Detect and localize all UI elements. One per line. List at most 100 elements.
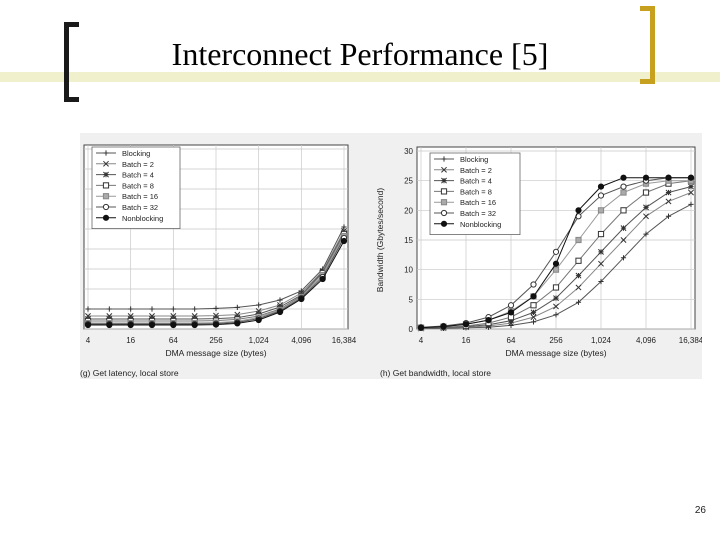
latency-caption: (g) Get latency, local store: [80, 368, 179, 378]
bandwidth-data-point: [507, 302, 515, 309]
page-number: 26: [694, 505, 706, 516]
latency-legend-label: Batch = 16: [122, 192, 158, 201]
latency-legend-label: Batch = 8: [122, 181, 154, 190]
bandwidth-data-point: [643, 231, 649, 237]
bandwidth-legend-marker: [441, 166, 447, 173]
bandwidth-data-point: [665, 189, 672, 196]
bandwidth-data-point: [687, 174, 695, 181]
bandwidth-data-point: [485, 317, 492, 324]
bandwidth-legend-marker: [441, 177, 447, 184]
bandwidth-data-point: [417, 324, 425, 331]
latency-legend-marker: [103, 171, 109, 178]
latency-legend-marker: [103, 160, 109, 167]
bandwidth-data-point: [553, 295, 559, 302]
latency-data-point: [128, 306, 134, 312]
charts-svg: 0100200300400500600700800900416642561,02…: [80, 133, 702, 379]
bandwidth-legend-label: Batch = 4: [460, 177, 492, 186]
bandwidth-x-axis-label: DMA message size (bytes): [505, 348, 606, 358]
bandwidth-data-point: [597, 207, 605, 214]
bandwidth-data-point: [575, 272, 582, 279]
slide-title: Interconnect Performance [5]: [171, 36, 549, 72]
bandwidth-data-point: [665, 174, 672, 181]
bandwidth-data-point: [688, 183, 694, 190]
bandwidth-x-tick-label: 16: [462, 336, 471, 345]
latency-legend-marker: [102, 182, 110, 189]
chart-figure: 0100200300400500600700800900416642561,02…: [80, 133, 702, 379]
latency-data-point: [84, 321, 92, 329]
bandwidth-data-point: [598, 278, 604, 285]
bandwidth-data-point: [552, 248, 560, 255]
bandwidth-data-point: [620, 207, 627, 214]
latency-chart: 0100200300400500600700800900416642561,02…: [80, 144, 357, 378]
bandwidth-chart: 0 5 10 15 20 25 30 4 16 64 256 1,024 4,096 16,384 DMA …: [375, 146, 702, 378]
bandwidth-y-tick-label: 20: [404, 206, 413, 215]
bandwidth-legend-marker: [440, 220, 448, 227]
latency-data-point: [85, 306, 91, 312]
bandwidth-data-point: [575, 284, 582, 291]
bandwidth-data-point: [553, 303, 559, 310]
bandwidth-data-point: [598, 260, 604, 267]
bandwidth-data-point: [508, 317, 514, 324]
bandwidth-data-point: [620, 189, 627, 196]
bandwidth-data-point: [620, 255, 627, 261]
bandwidth-data-point: [552, 284, 560, 291]
latency-x-tick-label: 64: [169, 336, 178, 345]
latency-legend-label: Batch = 4: [122, 171, 154, 180]
bandwidth-legend-marker: [440, 199, 448, 206]
bandwidth-data-point: [553, 312, 559, 318]
latency-data-point: [212, 321, 220, 328]
latency-legend-label: Nonblocking: [122, 214, 163, 223]
bandwidth-legend-marker: [440, 209, 448, 217]
bandwidth-data-point: [462, 321, 470, 328]
latency-data-point: [341, 224, 347, 230]
bandwidth-y-tick-label: 25: [404, 177, 413, 186]
bandwidth-x-tick-label: 256: [549, 336, 563, 345]
bandwidth-x-tick-label: 4,096: [636, 336, 657, 345]
bandwidth-data-point: [552, 260, 560, 267]
latency-data-point: [106, 321, 113, 329]
bandwidth-data-point: [440, 323, 447, 330]
bandwidth-data-point: [620, 174, 627, 181]
bandwidth-data-point: [665, 198, 672, 205]
bandwidth-y-tick-label: 5: [409, 295, 414, 304]
bandwidth-data-point: [530, 302, 537, 309]
bandwidth-data-point: [597, 192, 605, 199]
bandwidth-data-point: [575, 257, 582, 264]
bandwidth-legend-label: Batch = 16: [460, 198, 496, 207]
bandwidth-data-point: [575, 299, 582, 305]
bandwidth-data-point: [575, 207, 582, 214]
latency-data-point: [192, 306, 198, 312]
latency-data-point: [148, 321, 156, 329]
bandwidth-data-point: [620, 237, 627, 243]
latency-data-point: [340, 237, 348, 245]
bandwidth-data-point: [642, 174, 650, 181]
bandwidth-data-point: [530, 314, 537, 321]
latency-x-tick-label: 256: [209, 336, 223, 345]
bandwidth-legend-marker: [441, 156, 447, 162]
bandwidth-series-markers-7: [417, 174, 695, 331]
latency-legend-marker: [103, 150, 109, 156]
right-bracket-decoration: [640, 6, 655, 84]
bandwidth-y-tick-label: 10: [404, 266, 413, 275]
latency-legend-marker: [102, 203, 110, 211]
bandwidth-data-point: [620, 183, 627, 190]
bandwidth-data-point: [688, 189, 694, 196]
bandwidth-legend-label: Batch = 2: [460, 166, 492, 175]
bandwidth-data-point: [530, 293, 537, 300]
bandwidth-y-axis-label: Bandwidth (Gbytes/second): [375, 188, 385, 293]
bandwidth-data-point: [530, 281, 537, 288]
latency-x-tick-label: 4: [86, 336, 91, 345]
latency-data-point: [255, 316, 262, 324]
latency-legend-marker: [102, 193, 110, 200]
bandwidth-legend-marker: [440, 188, 448, 195]
bandwidth-x-tick-label: 4: [419, 336, 424, 345]
bandwidth-caption: (h) Get bandwidth, local store: [380, 368, 491, 378]
bandwidth-x-tick-label: 64: [507, 336, 516, 345]
latency-data-point: [234, 320, 241, 327]
latency-data-point: [127, 321, 134, 329]
latency-data-point: [170, 321, 177, 329]
bandwidth-data-point: [643, 213, 649, 220]
bandwidth-data-point: [643, 204, 649, 211]
latency-series-markers-1: [85, 224, 347, 312]
